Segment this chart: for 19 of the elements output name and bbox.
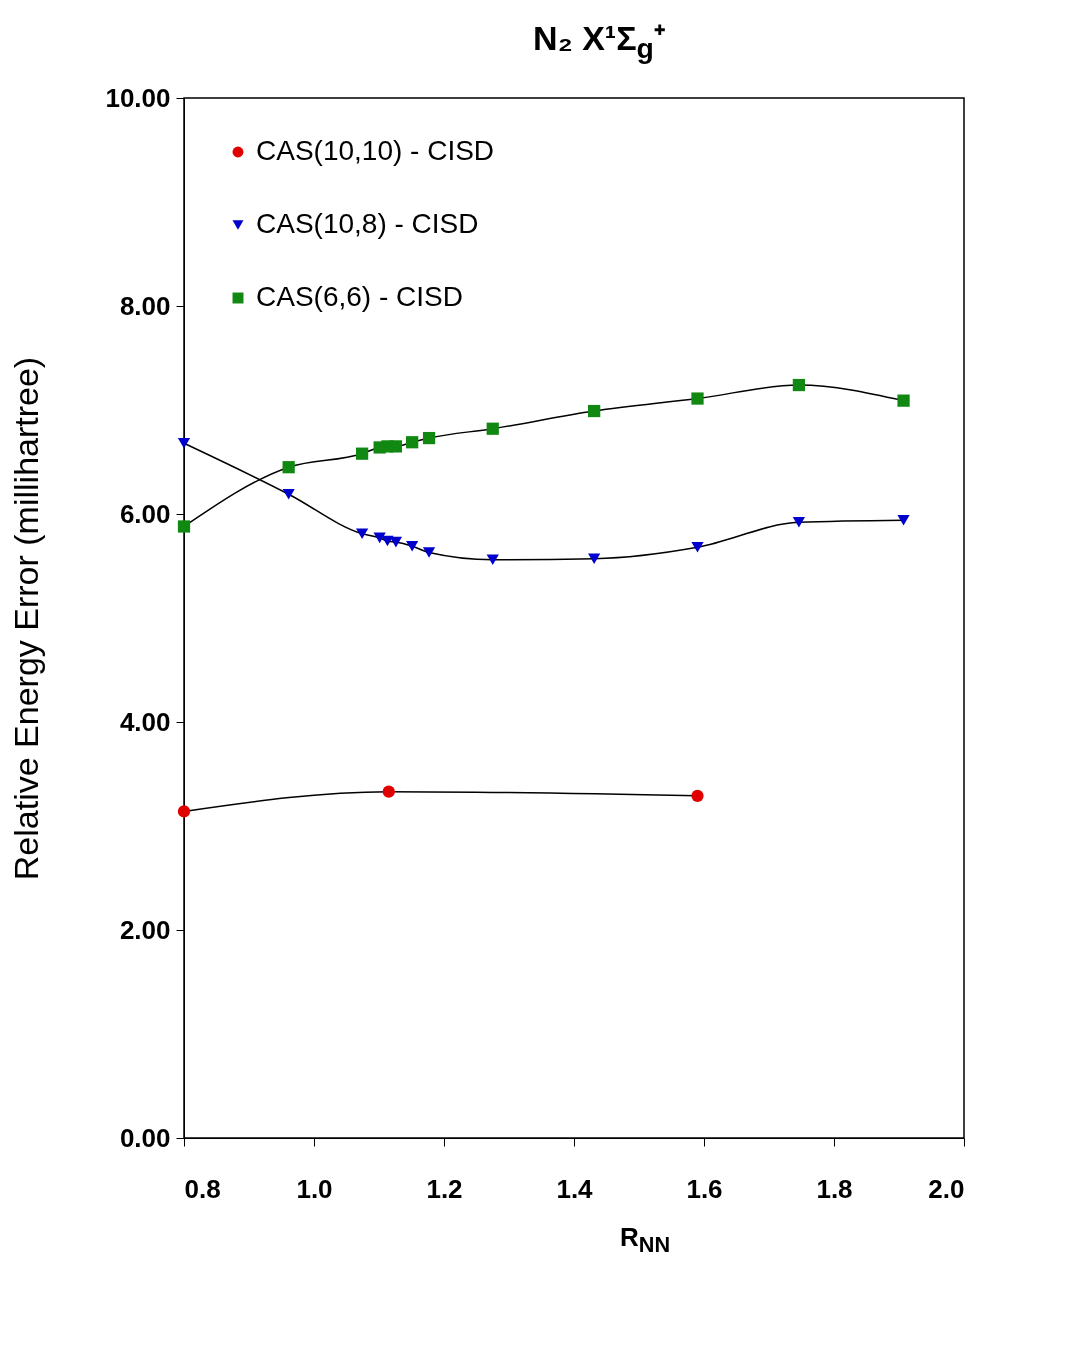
y-tick-label: 4.00: [119, 706, 171, 737]
x-tick-label: 1.6: [686, 1173, 723, 1204]
legend-label: CAS(10,8) - CISD: [256, 207, 479, 239]
legend-label: CAS(10,10) - CISD: [256, 134, 495, 166]
x-tick-label: 1.2: [426, 1173, 463, 1204]
x-tick-label: 1.4: [556, 1173, 594, 1204]
x-axis-title: R$_{NN}$: [619, 1221, 672, 1258]
y-tick-label: 2.00: [119, 914, 171, 945]
y-tick-label: 10.00: [105, 82, 171, 113]
y-tick-label: 0.00: [119, 1122, 171, 1153]
x-tick-label: 2.0: [928, 1173, 965, 1204]
legend-label: CAS(6,6) - CISD: [256, 280, 463, 312]
x-tick-label: 1.0: [296, 1173, 333, 1204]
x-tick-label: 0.8: [184, 1173, 221, 1204]
y-tick-label: 6.00: [119, 498, 171, 529]
y-axis-title: Relative Energy Error (millihartree): [7, 356, 46, 880]
x-tick-label: 1.8: [816, 1173, 853, 1204]
y-tick-label: 8.00: [119, 290, 171, 321]
chart-title: N₂ X¹Σ$_{g}$⁺: [532, 18, 666, 65]
